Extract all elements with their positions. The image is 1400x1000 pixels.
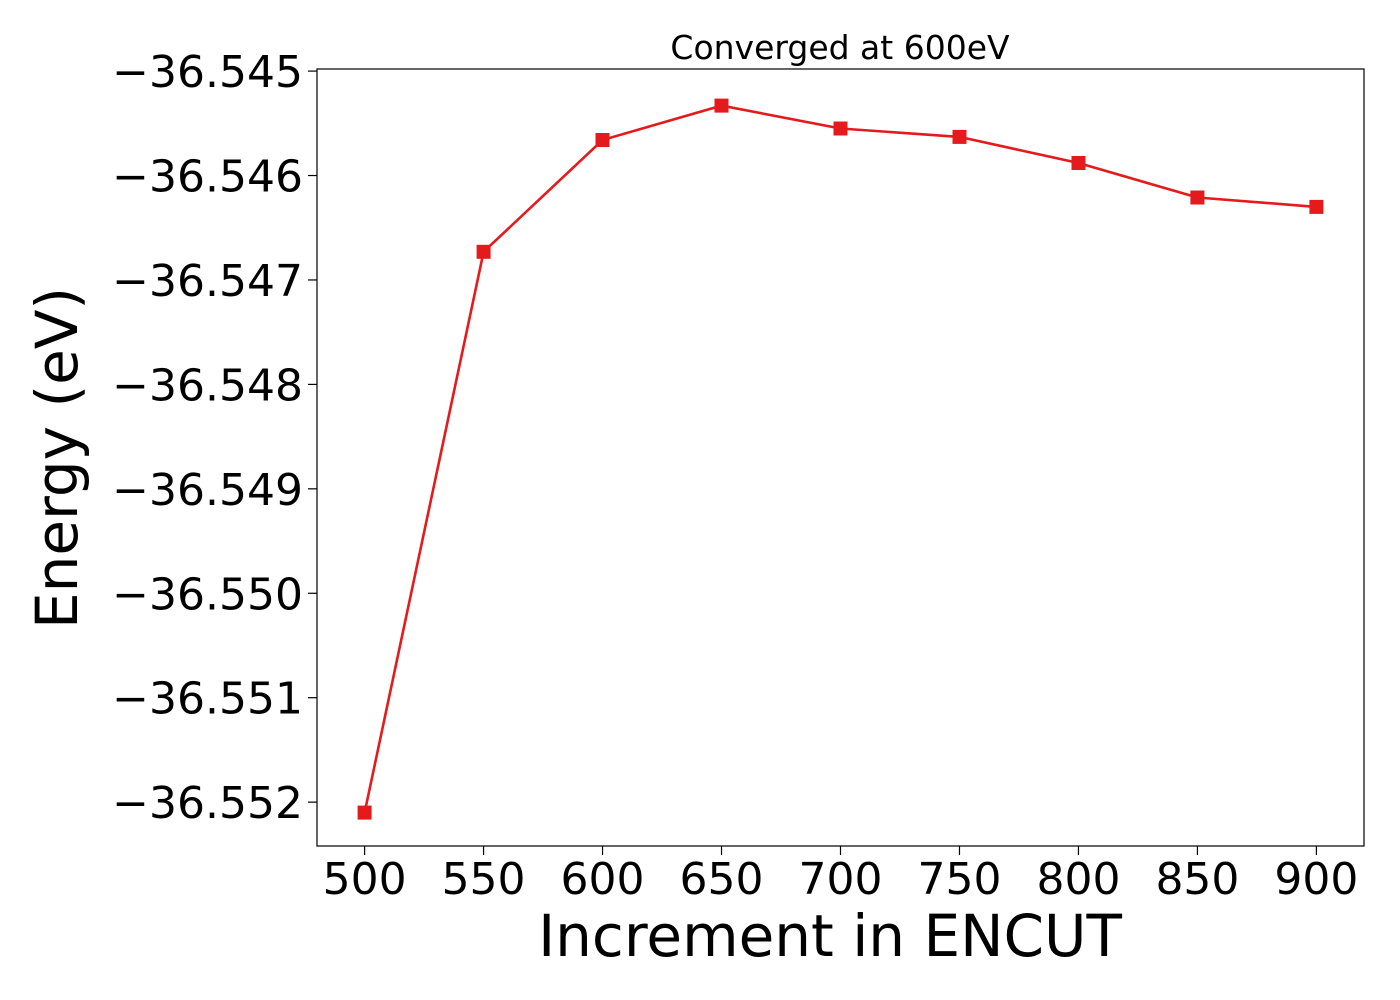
plot-frame xyxy=(316,68,1365,847)
y-tick-label: −36.548 xyxy=(112,360,303,411)
data-point-marker xyxy=(595,133,610,147)
x-tick-label: 650 xyxy=(680,854,764,905)
y-axis-label: Energy (eV) xyxy=(23,287,91,629)
data-point-marker xyxy=(357,805,372,820)
series-line xyxy=(363,104,1317,813)
x-tick-label: 750 xyxy=(917,854,1001,905)
x-tick-label: 700 xyxy=(799,854,883,905)
data-point-marker xyxy=(1190,190,1205,205)
y-tick-label: −36.547 xyxy=(112,256,303,307)
y-tick-label: −36.545 xyxy=(112,47,303,98)
y-tick-label: −36.546 xyxy=(112,152,303,203)
chart-title: Converged at 600eV xyxy=(670,28,1010,67)
data-point-marker xyxy=(833,121,848,136)
x-tick-label: 500 xyxy=(323,854,407,905)
data-point-marker xyxy=(1309,199,1324,214)
data-point-marker xyxy=(714,98,729,113)
data-point-marker xyxy=(1071,156,1086,170)
x-tick-label: 550 xyxy=(442,854,526,905)
x-tick-label: 850 xyxy=(1155,854,1239,905)
data-point-marker xyxy=(952,129,967,144)
y-tick-label: −36.550 xyxy=(112,569,303,620)
x-tick-label: 600 xyxy=(561,854,645,905)
x-tick-label: 900 xyxy=(1274,854,1358,905)
y-axis-ticks: −36.545 −36.546 −36.547 −36.548 −36.549 −36.5… xyxy=(112,47,317,829)
y-tick-label: −36.549 xyxy=(112,465,303,516)
x-axis-label: Increment in ENCUT xyxy=(538,902,1122,970)
x-axis-ticks: 500 550 600 650 700 750 800 850 900 xyxy=(323,846,1358,905)
series-layer xyxy=(357,98,1324,820)
x-tick-label: 800 xyxy=(1036,854,1120,905)
y-tick-label: −36.552 xyxy=(112,778,303,829)
data-point-marker xyxy=(476,244,491,259)
y-tick-label: −36.551 xyxy=(112,674,303,725)
